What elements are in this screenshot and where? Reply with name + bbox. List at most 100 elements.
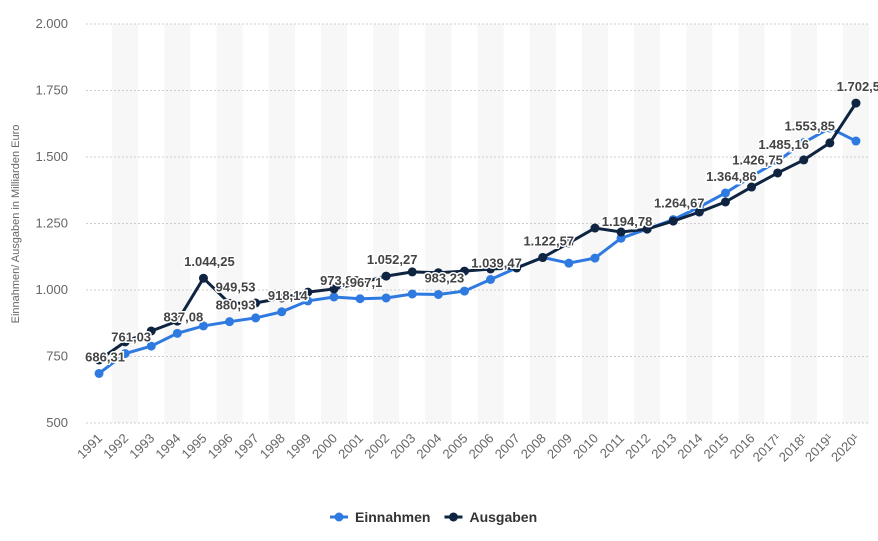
x-tick-label: 1995: [179, 431, 210, 462]
point: [225, 317, 235, 327]
point: [486, 264, 496, 274]
data-label: 1.122,57: [523, 233, 574, 248]
point: [720, 188, 730, 198]
point: [329, 284, 339, 294]
legend: Einnahmen Ausgaben: [330, 509, 537, 525]
point: [303, 287, 313, 297]
y-tick-label: 500: [46, 415, 68, 430]
data-label: 1.485,16: [758, 137, 809, 152]
point: [486, 275, 496, 285]
point: [94, 368, 104, 378]
x-tick-label: 2006: [466, 431, 497, 462]
data-label: 1.039,47: [471, 256, 522, 271]
legend-label: Einnahmen: [355, 509, 430, 525]
legend-swatch-dot: [448, 512, 458, 522]
point: [799, 155, 809, 165]
data-label: 1.044,25: [184, 254, 235, 269]
x-tick-label: 1996: [205, 431, 236, 462]
point: [433, 289, 443, 299]
point: [251, 313, 261, 323]
point: [538, 253, 548, 263]
point: [616, 227, 626, 237]
point: [512, 263, 522, 273]
point: [590, 223, 600, 233]
point: [120, 337, 130, 347]
x-tick-label: 2014: [674, 431, 705, 462]
x-tick-label: 2015: [701, 431, 732, 462]
point: [407, 289, 417, 299]
point: [146, 341, 156, 351]
data-label: 686,31: [85, 349, 125, 364]
line: [98, 102, 858, 362]
point: [251, 298, 261, 308]
x-tick-label: 1994: [152, 431, 183, 462]
x-tick-label: 2002: [361, 431, 392, 462]
x-tick-label: 2008: [518, 431, 549, 462]
point: [564, 258, 574, 268]
x-tick-label: 2019¹: [802, 430, 837, 465]
y-axis-label: Einnahmen/ Ausgaben in Milliarden Euro: [10, 125, 22, 324]
data-label: 837,08: [163, 309, 203, 324]
point: [172, 328, 182, 338]
data-label: 880,93: [216, 298, 256, 313]
point: [198, 273, 208, 283]
y-tick-label: 1.500: [35, 149, 68, 164]
data-label: 983,23: [424, 270, 464, 285]
point: [381, 271, 391, 281]
x-tick-label: 2010: [570, 431, 601, 462]
x-tick-label: 2005: [440, 431, 471, 462]
point: [590, 253, 600, 263]
y-tick-label: 750: [46, 349, 68, 364]
data-label: 761,03: [111, 330, 151, 345]
point: [668, 216, 678, 226]
x-tick-label: 2013: [648, 431, 679, 462]
x-tick-label: 1991: [74, 431, 105, 462]
y-tick-label: 2.000: [35, 16, 68, 31]
point: [198, 321, 208, 331]
data-label: 1.364,86: [706, 169, 757, 184]
point: [799, 138, 809, 148]
x-tick-label: 2011: [597, 431, 627, 461]
data-label: 949,53: [216, 279, 256, 294]
point: [747, 171, 757, 181]
point: [825, 138, 835, 148]
point: [825, 123, 835, 133]
x-tick-label: 2007: [492, 431, 523, 462]
x-tick-label: 2018¹: [776, 430, 811, 465]
data-label: 1.702,57: [837, 79, 878, 94]
data-label: 918,14: [268, 288, 309, 303]
point: [407, 267, 417, 277]
point: [720, 197, 730, 207]
point: [773, 168, 783, 178]
point: [225, 298, 235, 308]
x-tick-label: 1998: [257, 431, 288, 462]
data-label: 973,83: [320, 273, 360, 288]
x-tick-label: 1993: [126, 431, 157, 462]
point: [277, 293, 287, 303]
point: [94, 355, 104, 365]
legend-label: Ausgaben: [469, 509, 537, 525]
point: [642, 224, 652, 234]
data-label: 1.553,85: [784, 119, 835, 134]
point: [851, 136, 861, 146]
x-tick-label: 2001: [335, 431, 366, 462]
point: [277, 307, 287, 317]
y-tick-label: 1.250: [35, 216, 68, 231]
point: [146, 326, 156, 336]
legend-swatch-dot: [334, 512, 344, 522]
x-tick-label: 2003: [387, 431, 418, 462]
point: [694, 207, 704, 217]
x-tick-label: 2004: [413, 431, 444, 462]
point: [851, 98, 861, 108]
point: [616, 233, 626, 243]
point: [433, 268, 443, 278]
point: [564, 238, 574, 248]
point: [120, 349, 130, 359]
x-tick-label: 2012: [622, 431, 653, 462]
point: [329, 292, 339, 302]
point: [381, 293, 391, 303]
data-label: 1.194,78: [602, 214, 653, 229]
x-tick-label: 2020¹: [828, 430, 863, 465]
point: [747, 182, 757, 192]
